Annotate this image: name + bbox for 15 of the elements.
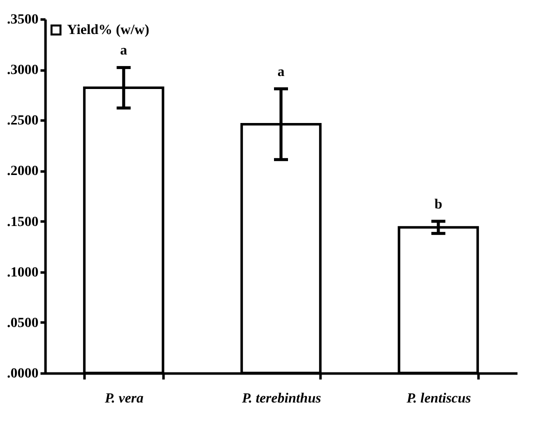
annotation: b	[434, 197, 442, 212]
annotation: a	[120, 44, 128, 59]
y-tick-label: .3500	[7, 12, 38, 28]
x-tick-label: P. terebinthus	[242, 392, 322, 406]
y-tick-label: .3000	[7, 63, 38, 78]
legend-label: Yield% (w/w)	[67, 23, 150, 38]
y-tick-label: .2000	[7, 164, 38, 180]
x-tick-label: P. lentiscus	[406, 392, 472, 406]
y-tick-label: .1500	[7, 214, 38, 230]
y-tick-label: .2500	[7, 114, 38, 129]
y-tick-label: .0500	[7, 316, 38, 331]
y-tick-label: .1000	[7, 265, 38, 280]
annotation: a	[278, 64, 284, 80]
x-tick-label: P. vera	[104, 392, 144, 406]
y-tick-label: .0000	[7, 366, 38, 382]
